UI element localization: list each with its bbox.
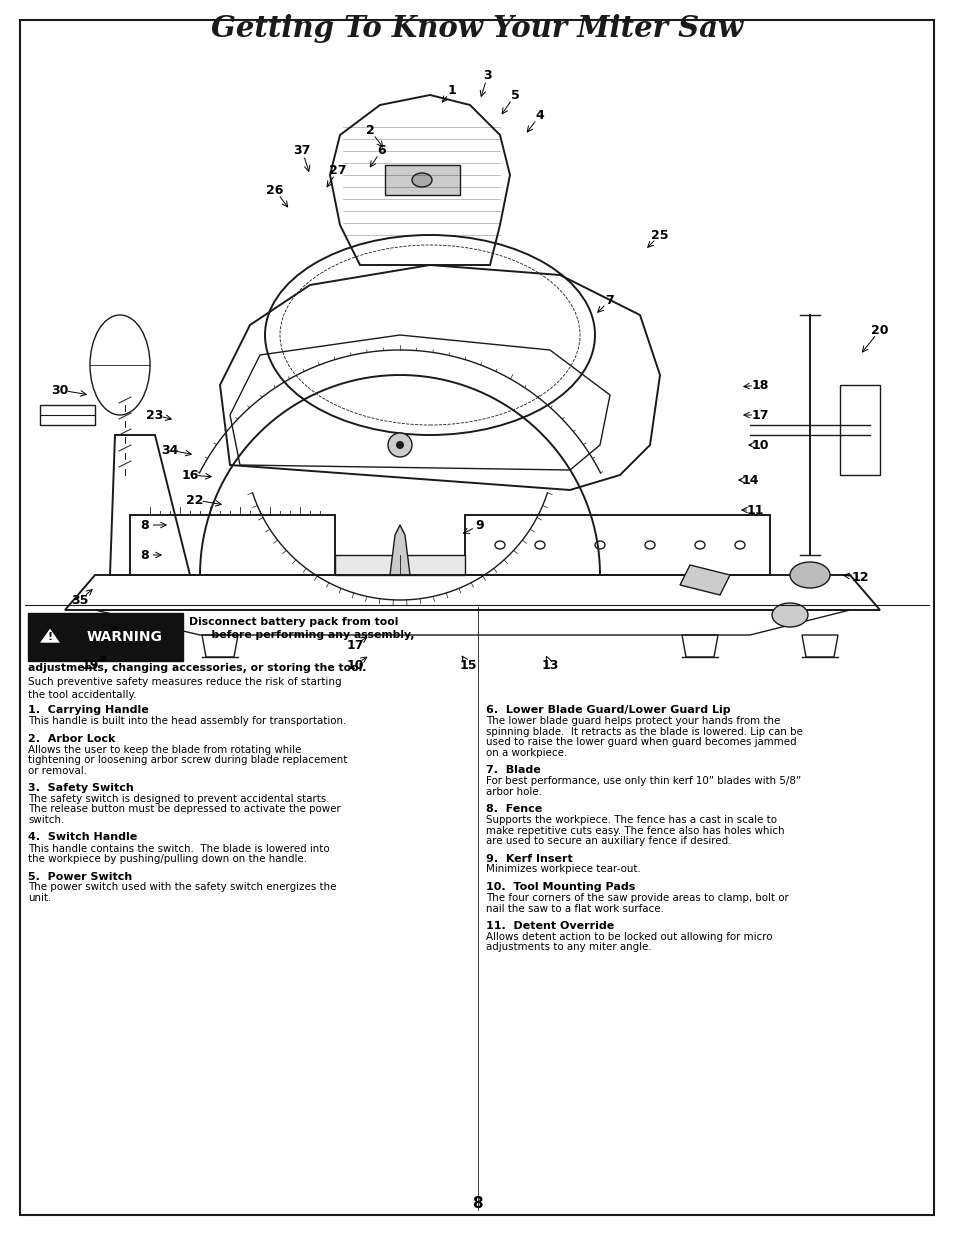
Text: 1: 1	[447, 84, 456, 96]
Text: !: !	[48, 632, 52, 642]
Text: the workpiece by pushing/pulling down on the handle.: the workpiece by pushing/pulling down on…	[28, 853, 307, 864]
Text: 12: 12	[850, 571, 868, 583]
Text: 10: 10	[346, 658, 363, 672]
Text: the tool accidentally.: the tool accidentally.	[28, 690, 136, 700]
Text: 35: 35	[71, 594, 89, 606]
Text: 2.  Arbor Lock: 2. Arbor Lock	[28, 734, 115, 743]
Text: The lower blade guard helps protect your hands from the: The lower blade guard helps protect your…	[485, 716, 780, 726]
Text: 1.  Carrying Handle: 1. Carrying Handle	[28, 705, 149, 715]
Polygon shape	[39, 627, 61, 643]
Text: 13: 13	[540, 658, 558, 672]
Text: adjustments, changing accessories, or storing the tool.: adjustments, changing accessories, or st…	[28, 663, 366, 673]
Text: 10.  Tool Mounting Pads: 10. Tool Mounting Pads	[485, 882, 635, 892]
Text: Supports the workpiece. The fence has a cast in scale to: Supports the workpiece. The fence has a …	[485, 815, 776, 825]
Text: 8: 8	[471, 1195, 482, 1212]
Text: 27: 27	[329, 163, 346, 177]
Text: For best performance, use only thin kerf 10” blades with 5/8”: For best performance, use only thin kerf…	[485, 776, 801, 785]
Text: Allows the user to keep the blade from rotating while: Allows the user to keep the blade from r…	[28, 745, 301, 755]
Text: tightening or loosening arbor screw during blade replacement: tightening or loosening arbor screw duri…	[28, 755, 347, 764]
Text: 14: 14	[740, 473, 758, 487]
Text: 23: 23	[146, 409, 164, 421]
Text: spinning blade.  It retracts as the blade is lowered. Lip can be: spinning blade. It retracts as the blade…	[485, 726, 802, 736]
Text: make repetitive cuts easy. The fence also has holes which: make repetitive cuts easy. The fence als…	[485, 825, 783, 836]
Text: or removal.: or removal.	[28, 766, 87, 776]
Text: 16: 16	[181, 468, 198, 482]
Text: 9: 9	[476, 519, 484, 531]
Text: 26: 26	[266, 184, 283, 196]
Text: Allows detent action to be locked out allowing for micro: Allows detent action to be locked out al…	[485, 932, 772, 942]
Text: 5.  Power Switch: 5. Power Switch	[28, 872, 132, 882]
Circle shape	[395, 441, 403, 450]
Ellipse shape	[771, 603, 807, 627]
Text: 7: 7	[605, 294, 614, 306]
Text: 18: 18	[751, 378, 768, 391]
Text: 17: 17	[750, 409, 768, 421]
Polygon shape	[335, 555, 464, 576]
Text: arbor hole.: arbor hole.	[485, 787, 541, 797]
Text: 6.  Lower Blade Guard/Lower Guard Lip: 6. Lower Blade Guard/Lower Guard Lip	[485, 705, 730, 715]
Text: WARNING: WARNING	[86, 630, 162, 643]
Text: 3: 3	[483, 68, 492, 82]
Text: switch.: switch.	[28, 815, 64, 825]
Circle shape	[388, 433, 412, 457]
Text: nail the saw to a flat work surface.: nail the saw to a flat work surface.	[485, 904, 663, 914]
Text: adjustments to any miter angle.: adjustments to any miter angle.	[485, 942, 651, 952]
Bar	[385, 165, 459, 195]
Ellipse shape	[789, 562, 829, 588]
Text: 3.  Safety Switch: 3. Safety Switch	[28, 783, 133, 793]
Text: 11: 11	[745, 504, 763, 516]
Text: on a workpiece.: on a workpiece.	[485, 747, 567, 757]
Text: 6: 6	[377, 143, 386, 157]
Text: 11.  Detent Override: 11. Detent Override	[485, 921, 614, 931]
Text: 17: 17	[346, 638, 363, 652]
Text: 34: 34	[161, 443, 178, 457]
Text: 2: 2	[365, 124, 374, 137]
Text: 10: 10	[750, 438, 768, 452]
Text: Getting To Know Your Miter Saw: Getting To Know Your Miter Saw	[211, 14, 742, 42]
Text: 8: 8	[140, 519, 150, 531]
Text: are used to secure an auxiliary fence if desired.: are used to secure an auxiliary fence if…	[485, 836, 731, 846]
Text: 22: 22	[186, 494, 204, 506]
Text: 20: 20	[870, 324, 888, 336]
Text: The safety switch is designed to prevent accidental starts.: The safety switch is designed to prevent…	[28, 794, 329, 804]
Text: The four corners of the saw provide areas to clamp, bolt or: The four corners of the saw provide area…	[485, 893, 788, 903]
Text: 8: 8	[140, 548, 150, 562]
Text: This handle is built into the head assembly for transportation.: This handle is built into the head assem…	[28, 716, 346, 726]
Text: 9.  Kerf Insert: 9. Kerf Insert	[485, 853, 572, 863]
Text: 19: 19	[81, 658, 98, 672]
Text: Such preventive safety measures reduce the risk of starting: Such preventive safety measures reduce t…	[28, 677, 341, 687]
Text: 21: 21	[96, 631, 113, 643]
Text: used to raise the lower guard when guard becomes jammed: used to raise the lower guard when guard…	[485, 737, 796, 747]
Text: 8.  Fence: 8. Fence	[485, 804, 541, 814]
Ellipse shape	[412, 173, 432, 186]
Text: unit.: unit.	[28, 893, 51, 903]
Text: 7.  Blade: 7. Blade	[485, 764, 540, 776]
Text: 25: 25	[651, 228, 668, 242]
Text: Minimizes workpiece tear-out.: Minimizes workpiece tear-out.	[485, 864, 640, 874]
Text: 5: 5	[510, 89, 518, 101]
Text: 4.  Switch Handle: 4. Switch Handle	[28, 832, 137, 842]
Text: The power switch used with the safety switch energizes the: The power switch used with the safety sw…	[28, 883, 336, 893]
Polygon shape	[679, 564, 729, 595]
Text: 37: 37	[293, 143, 311, 157]
Text: The release button must be depressed to activate the power: The release button must be depressed to …	[28, 804, 340, 815]
Text: 4: 4	[535, 109, 544, 121]
Text: 15: 15	[458, 658, 476, 672]
Text: 30: 30	[51, 384, 69, 396]
Text: Disconnect battery pack from tool
      before performing any assembly,: Disconnect battery pack from tool before…	[189, 618, 414, 640]
FancyBboxPatch shape	[28, 613, 183, 661]
Polygon shape	[390, 525, 410, 576]
Text: This handle contains the switch.  The blade is lowered into: This handle contains the switch. The bla…	[28, 844, 330, 853]
